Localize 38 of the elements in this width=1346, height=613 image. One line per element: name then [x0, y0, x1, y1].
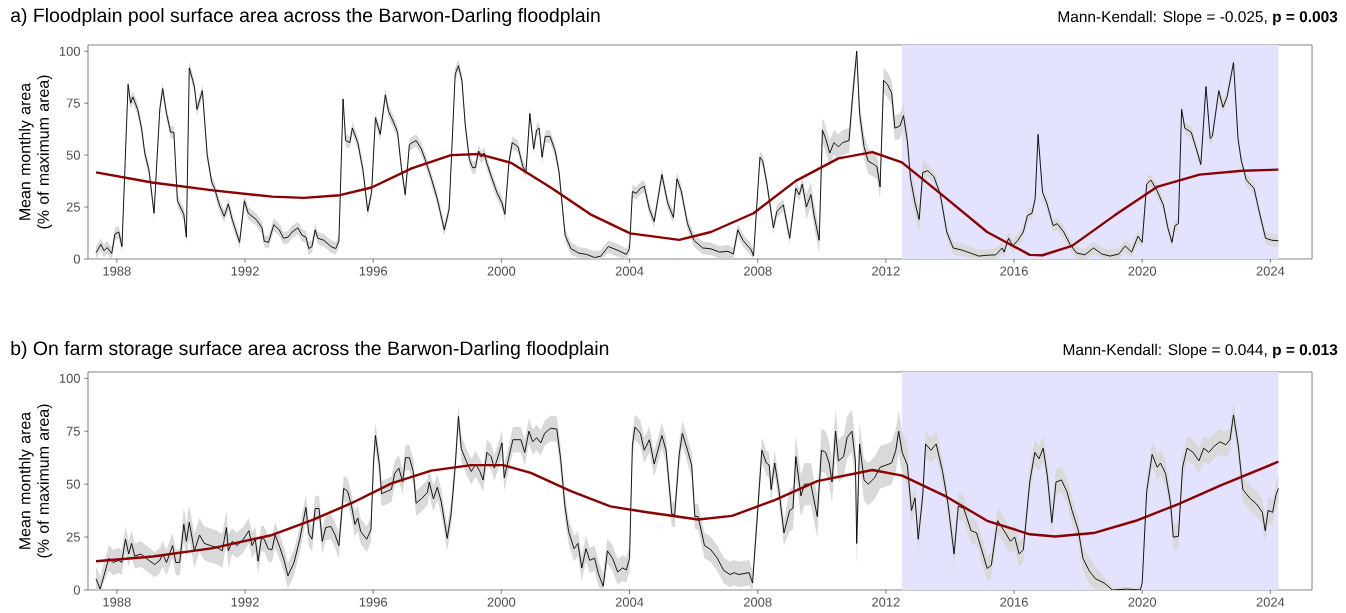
y-tick-label: 50	[66, 150, 80, 160]
x-tick-label: 2024	[1256, 266, 1285, 276]
x-tick-label: 1988	[103, 266, 131, 276]
x-tick-label: 2012	[872, 597, 900, 607]
y-tick-label: 75	[66, 98, 80, 108]
text: Mann-Kendall: Slope = 0.044, p = 0.013	[1063, 343, 1338, 359]
chart-title: a) Floodplain pool surface area across the Barwon-Darling floodplain	[11, 7, 600, 27]
x-tick-label: 2016	[1000, 266, 1028, 276]
y-tick-label: 25	[66, 202, 80, 212]
x-tick-label: 2004	[615, 597, 644, 607]
y-tick-label: 0	[73, 254, 81, 264]
x-tick-label: 2008	[743, 597, 772, 607]
y-axis-title: Mean monthly area (% of maximum area)	[18, 404, 53, 558]
y-tick-label: 100	[59, 373, 80, 383]
x-tick-label: 2024	[1256, 597, 1285, 607]
x-tick-label: 2012	[872, 266, 900, 276]
x-tick-label: 1996	[359, 597, 388, 607]
text: Mann-Kendall: Slope = -0.025, p = 0.003	[1058, 10, 1338, 26]
x-tick-label: 1992	[231, 597, 259, 607]
x-tick-label: 1996	[359, 266, 388, 276]
y-tick-label: 50	[66, 479, 80, 489]
x-tick-label: 2016	[1000, 597, 1028, 607]
line-series	[94, 460, 1280, 563]
chart-title: b) On farm storage surface area across the Barwon-Darling floodplain	[11, 340, 609, 360]
x-tick-label: 1992	[231, 266, 259, 276]
y-axis-title: Mean monthly area (% of maximum area)	[18, 75, 53, 229]
x-tick-label: 1988	[103, 597, 131, 607]
y-tick-label: 0	[73, 585, 81, 595]
y-tick-label: 25	[66, 532, 80, 542]
line-series	[94, 150, 1280, 257]
y-tick-label: 75	[66, 426, 80, 436]
x-tick-label: 2000	[487, 266, 516, 276]
x-tick-label: 2000	[487, 597, 516, 607]
x-tick-label: 2004	[615, 266, 644, 276]
x-tick-label: 2008	[743, 266, 772, 276]
x-tick-label: 2020	[1128, 266, 1157, 276]
y-tick-label: 100	[59, 46, 80, 56]
x-tick-label: 2020	[1128, 597, 1157, 607]
